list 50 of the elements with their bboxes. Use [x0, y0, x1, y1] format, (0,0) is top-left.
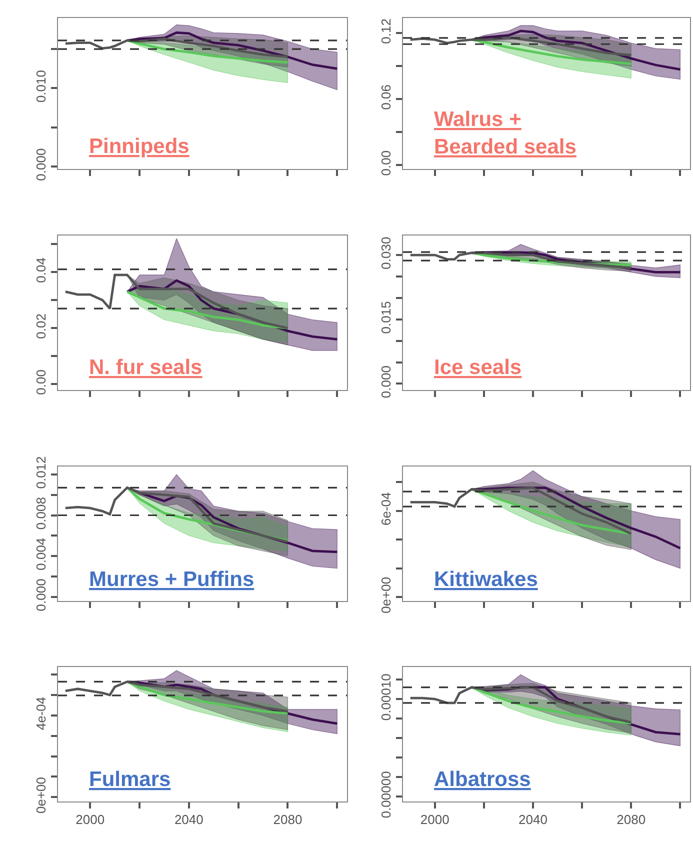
x-tick-label: 2040 — [174, 812, 204, 828]
y-tick-label: 0e+00 — [378, 576, 394, 614]
x-tick-label: 2040 — [518, 812, 548, 828]
y-tick-label: 0.012 — [34, 456, 49, 489]
y-tick-label: 0.12 — [378, 18, 394, 44]
line-series — [409, 252, 632, 270]
text: Pinnipeds — [89, 135, 190, 158]
line-series — [409, 36, 632, 56]
x-tick-label: 2080 — [273, 812, 302, 828]
y-tick-label: 6e-04 — [378, 492, 394, 526]
y-tick-label: 0.00 — [34, 370, 49, 395]
line-series — [64, 274, 289, 330]
line-series — [126, 31, 338, 70]
y-tick-label: 0.06 — [378, 84, 394, 110]
line-series — [470, 30, 682, 71]
y-tick-label: 0.000 — [378, 366, 394, 398]
y-tick-label: 0.00 — [378, 150, 394, 176]
text: Fulmars — [89, 768, 171, 791]
text: Albatross — [434, 768, 531, 791]
y-tick-label: 4e-04 — [34, 696, 49, 730]
text: Kittiwakes — [434, 568, 538, 591]
y-tick-label: 0.02 — [34, 314, 49, 339]
line-series — [126, 486, 289, 542]
y-tick-label: 0.000 — [34, 148, 49, 181]
y-tick-label: 0.04 — [34, 258, 49, 283]
line-series — [64, 680, 289, 713]
y-tick-label: 0.00010 — [378, 674, 394, 721]
y-tick-label: 0e+00 — [34, 776, 49, 814]
text: Walrus + Bearded seals — [434, 108, 576, 158]
y-tick-label: 0.008 — [34, 497, 49, 530]
y-tick-label: 0.004 — [34, 538, 49, 570]
y-tick-label: 0.000 — [34, 578, 49, 612]
line-series — [409, 486, 632, 536]
line-series — [126, 680, 289, 715]
x-tick-label: 2080 — [616, 812, 646, 828]
line-series — [470, 488, 632, 536]
y-tick-label: 0.010 — [34, 70, 49, 103]
line-series — [470, 686, 632, 725]
line-series — [64, 486, 289, 543]
y-tick-label: 0.015 — [378, 301, 394, 334]
x-tick-label: 2000 — [420, 812, 450, 828]
y-tick-label: 0.030 — [378, 236, 394, 270]
text: N. fur seals — [89, 356, 202, 379]
line-series — [470, 252, 632, 266]
line-series — [64, 38, 289, 58]
text: Ice seals — [434, 356, 522, 379]
y-tick-label: 0.00000 — [378, 771, 394, 818]
text: Murres + Puffins — [89, 568, 254, 591]
line-series — [409, 686, 632, 724]
x-tick-label: 2000 — [76, 812, 105, 828]
